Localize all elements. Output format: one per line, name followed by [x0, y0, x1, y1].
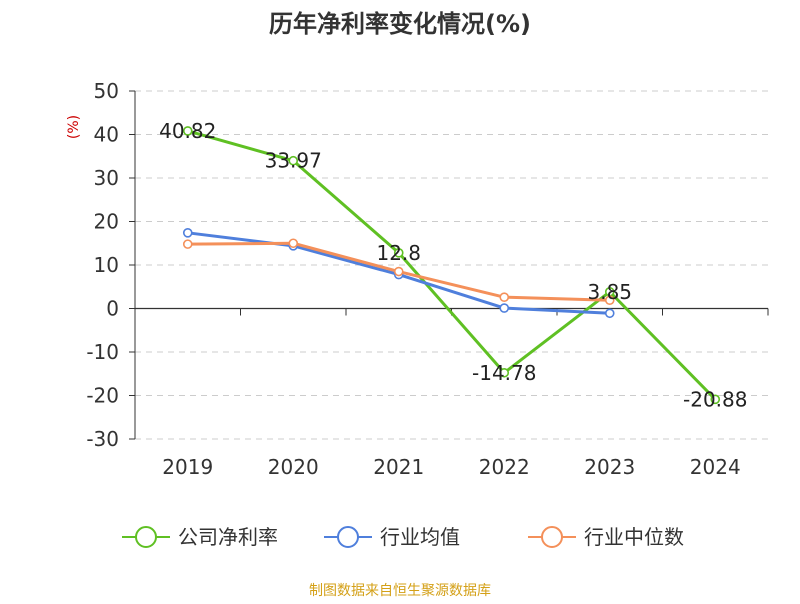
- chart-title: 历年净利率变化情况(%): [269, 10, 531, 38]
- legend-marker: [135, 526, 157, 548]
- legend-marker: [541, 526, 563, 548]
- series-lines: [182, 126, 721, 405]
- source-note: 制图数据来自恒生聚源数据库: [309, 583, 491, 599]
- x-tick-label: 2023: [584, 455, 635, 479]
- data-label: 12.8: [376, 241, 421, 265]
- data-point[interactable]: [499, 303, 510, 313]
- x-tick-label: 2019: [162, 455, 213, 479]
- data-point[interactable]: [182, 126, 193, 136]
- x-tick-label: 2020: [268, 455, 319, 479]
- legend-item[interactable]: 行业均值: [324, 525, 460, 549]
- x-tick-label: 2024: [690, 455, 741, 479]
- legend-item[interactable]: 行业中位数: [528, 525, 684, 549]
- y-tick-label: -10: [86, 340, 119, 364]
- y-axis-unit-label: (%): [66, 115, 82, 139]
- data-label: 40.82: [159, 119, 216, 143]
- data-label: -20.88: [683, 387, 747, 411]
- x-tick-label: 2022: [479, 455, 530, 479]
- data-label: 3.85: [587, 280, 632, 304]
- data-point[interactable]: [499, 292, 510, 302]
- data-point[interactable]: [393, 266, 404, 277]
- legend-item[interactable]: 公司净利率: [122, 525, 278, 549]
- data-point[interactable]: [710, 394, 721, 405]
- y-tick-label: -30: [86, 427, 119, 451]
- axes: 50 40 30 20 10 0 -10 -20 -30 2019 2020 2021 2022 2023…: [86, 79, 769, 479]
- x-tick-label: 2021: [373, 455, 424, 479]
- data-point[interactable]: [288, 155, 299, 166]
- y-tick-label: 20: [94, 210, 119, 234]
- legend-label: 行业均值: [380, 525, 460, 549]
- data-point[interactable]: [604, 295, 615, 306]
- y-tick-label: 50: [94, 79, 119, 103]
- y-tick-label: 10: [94, 253, 119, 277]
- legend[interactable]: 公司净利率 行业均值 行业中位数: [122, 525, 684, 549]
- y-tick-label: 0: [106, 297, 119, 321]
- legend-marker: [337, 526, 359, 548]
- data-point[interactable]: [393, 248, 404, 258]
- legend-label: 行业中位数: [584, 525, 684, 549]
- data-label: 33.97: [265, 149, 322, 173]
- legend-label: 公司净利率: [178, 525, 278, 549]
- data-label: -14.78: [472, 361, 536, 385]
- series-line-0: [187, 129, 717, 401]
- data-point[interactable]: [182, 228, 193, 238]
- data-point[interactable]: [499, 367, 510, 378]
- data-point[interactable]: [182, 239, 193, 249]
- data-point[interactable]: [288, 238, 299, 249]
- data-point[interactable]: [604, 308, 615, 319]
- data-labels: 40.82 33.97 12.8 -14.78 3.85 -20.88: [159, 119, 747, 411]
- y-tick-label: -20: [86, 384, 119, 408]
- y-tick-label: 40: [94, 123, 119, 147]
- y-tick-label: 30: [94, 166, 119, 190]
